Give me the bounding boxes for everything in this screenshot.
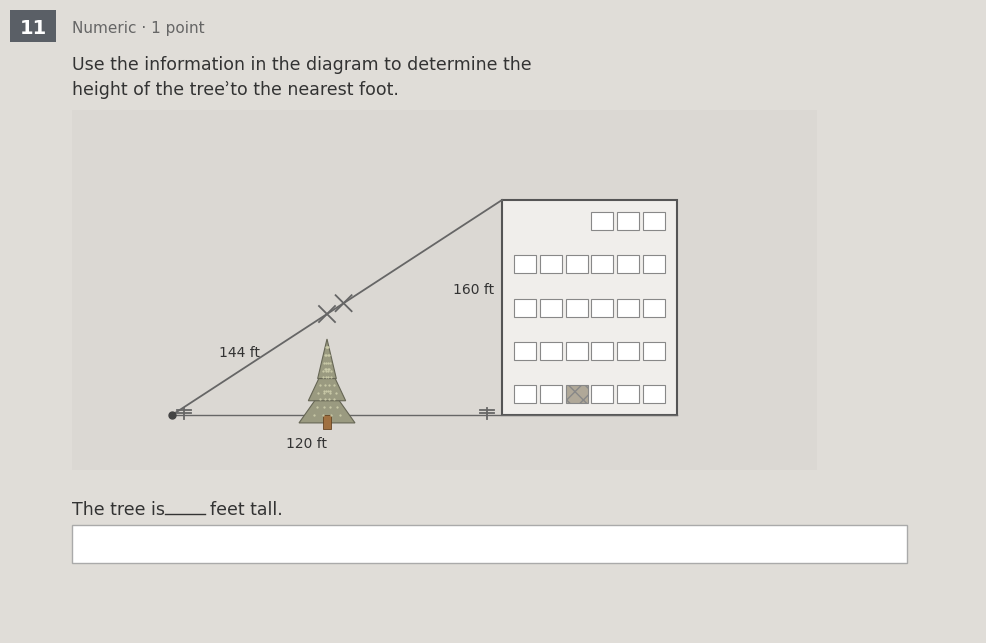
Text: 160 ft: 160 ft xyxy=(453,284,494,297)
Text: Use the information in the diagram to determine the: Use the information in the diagram to de… xyxy=(72,56,531,74)
Bar xyxy=(642,341,665,359)
Bar xyxy=(591,255,612,273)
Bar xyxy=(72,525,906,563)
Text: The tree is: The tree is xyxy=(72,501,165,519)
Polygon shape xyxy=(299,383,355,423)
Text: 120 ft: 120 ft xyxy=(286,437,327,451)
Bar xyxy=(616,255,639,273)
Bar xyxy=(514,385,535,403)
Bar xyxy=(616,341,639,359)
Bar xyxy=(591,385,612,403)
Text: 11: 11 xyxy=(20,19,46,37)
Bar xyxy=(616,212,639,230)
Polygon shape xyxy=(317,339,336,379)
Text: Type your answer...: Type your answer... xyxy=(90,536,246,552)
Bar xyxy=(514,255,535,273)
Bar xyxy=(565,385,587,403)
Bar xyxy=(616,385,639,403)
Bar xyxy=(502,200,676,415)
Bar xyxy=(642,255,665,273)
Bar xyxy=(565,298,587,316)
Bar xyxy=(565,341,587,359)
Bar xyxy=(514,341,535,359)
Bar xyxy=(10,10,56,42)
Bar xyxy=(565,255,587,273)
Text: 144 ft: 144 ft xyxy=(219,345,259,359)
Bar xyxy=(539,298,561,316)
Bar xyxy=(539,341,561,359)
Bar xyxy=(539,385,561,403)
Bar xyxy=(322,415,330,429)
Bar xyxy=(642,385,665,403)
Bar xyxy=(642,298,665,316)
Bar xyxy=(616,298,639,316)
Text: feet tall.: feet tall. xyxy=(210,501,282,519)
Bar xyxy=(591,298,612,316)
Text: Numeric · 1 point: Numeric · 1 point xyxy=(72,21,204,35)
Bar xyxy=(642,212,665,230)
Text: height of the treeʾto the nearest foot.: height of the treeʾto the nearest foot. xyxy=(72,81,398,99)
Polygon shape xyxy=(308,361,345,401)
Bar xyxy=(591,212,612,230)
Bar xyxy=(514,298,535,316)
Bar xyxy=(72,110,816,470)
Bar xyxy=(539,255,561,273)
Bar xyxy=(591,341,612,359)
